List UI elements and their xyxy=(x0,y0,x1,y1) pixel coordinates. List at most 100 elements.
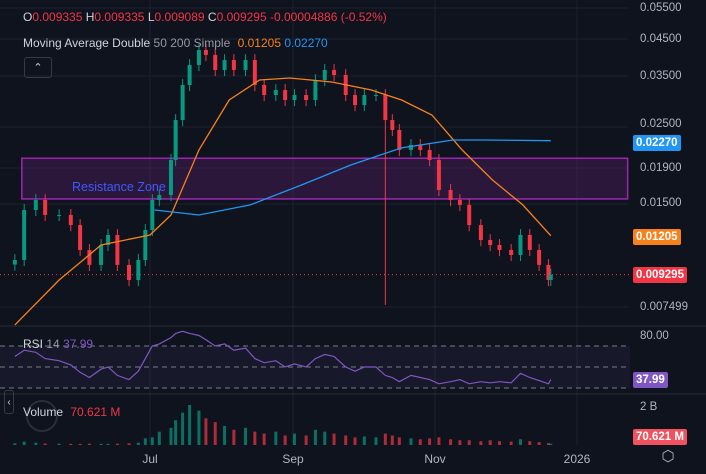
rsi-value: 37.99 xyxy=(63,337,94,351)
candle-body xyxy=(283,90,288,100)
candle-body xyxy=(292,95,297,100)
time-tick: Sep xyxy=(282,452,304,466)
candle-body xyxy=(436,159,441,190)
candle-body xyxy=(99,244,104,265)
volume-value: 70.621 M xyxy=(70,405,121,419)
volume-bar xyxy=(344,435,348,445)
ma-fast-price-tag: 0.01205 xyxy=(633,229,681,245)
ma-legend[interactable]: Moving Average Double 50 200 Simple 0.01… xyxy=(23,36,328,50)
volume-bar xyxy=(353,437,357,445)
volume-bar xyxy=(488,440,492,445)
candle-body xyxy=(231,60,236,70)
candle-body xyxy=(527,234,532,250)
candle-body xyxy=(488,240,493,245)
volume-bar xyxy=(106,443,110,445)
ohlc-legend: O0.009335 H0.009335 L0.009089 C0.009295 … xyxy=(23,10,387,24)
candle-body xyxy=(87,249,92,265)
time-tick: Jul xyxy=(142,452,158,466)
volume-bar xyxy=(274,431,278,445)
volume-bar xyxy=(204,418,208,445)
rsi-value-tag: 37.99 xyxy=(633,372,668,388)
close-label: C xyxy=(207,10,217,24)
candle-body xyxy=(203,49,208,55)
volume-bar xyxy=(232,429,236,445)
volume-bar xyxy=(292,433,296,445)
price-tick: 0.007499 xyxy=(640,301,688,313)
high-value: 0.009335 xyxy=(94,10,145,24)
volume-bar xyxy=(332,433,336,445)
volume-bar xyxy=(87,443,91,445)
volume-bar xyxy=(127,443,131,445)
volume-legend[interactable]: Volume 70.621 M xyxy=(23,405,120,419)
volume-bar xyxy=(223,425,227,445)
candle-body xyxy=(262,84,267,96)
price-tick: 0.02500 xyxy=(640,118,682,130)
low-label: L xyxy=(147,10,155,24)
time-tick: 2026 xyxy=(563,452,591,466)
candle-body xyxy=(478,225,483,241)
volume-value-tag: 70.621 M xyxy=(633,429,687,445)
candle-body xyxy=(427,150,432,160)
volume-bar xyxy=(69,443,73,445)
gear-icon[interactable]: ⬡ xyxy=(661,448,675,465)
volume-bar xyxy=(143,438,147,445)
low-value: 0.009089 xyxy=(154,10,205,24)
candle-body xyxy=(509,249,514,255)
volume-bar xyxy=(34,442,38,445)
candle-body xyxy=(362,95,367,106)
volume-bar xyxy=(57,443,61,445)
volume-bar xyxy=(362,436,366,445)
volume-bar xyxy=(304,435,308,445)
close-value: 0.009295 xyxy=(216,10,267,24)
volume-bar xyxy=(437,437,441,445)
indicator-name: Moving Average Double xyxy=(23,36,151,50)
price-tick: 0.01500 xyxy=(640,197,682,209)
ma-slow-price-tag: 0.02270 xyxy=(633,135,681,151)
ma-slow-line xyxy=(154,139,551,216)
candle-body xyxy=(448,189,453,201)
candle-body xyxy=(243,60,248,70)
volume-bar xyxy=(181,412,185,445)
volume-bar xyxy=(283,435,287,445)
volume-bar xyxy=(136,442,140,445)
volume-bar xyxy=(169,427,173,445)
volume-bar xyxy=(78,443,82,445)
volume-bar xyxy=(213,422,217,445)
price-tick: 0.01900 xyxy=(640,162,682,174)
candle-body xyxy=(518,234,523,255)
candle-body xyxy=(353,95,358,106)
resistance-zone-label: Resistance Zone xyxy=(72,180,166,194)
volume-bar xyxy=(13,443,17,445)
candle-body xyxy=(390,120,395,130)
candle-body xyxy=(546,264,551,281)
rsi-tick: 80.00 xyxy=(640,330,669,342)
candle-body xyxy=(304,95,309,100)
candle-body xyxy=(252,60,257,85)
candle-body xyxy=(397,129,402,151)
rsi-line xyxy=(14,330,552,385)
candle-body xyxy=(213,54,218,70)
volume-bar xyxy=(253,431,257,445)
collapse-legend-button[interactable]: ⌃ xyxy=(24,57,52,78)
candle-body xyxy=(467,204,472,226)
volume-bar xyxy=(479,441,483,445)
candle-body xyxy=(43,200,48,215)
volume-bar xyxy=(150,437,154,445)
candle-body xyxy=(383,95,388,121)
candle-body xyxy=(157,195,162,201)
volume-bar xyxy=(546,443,550,445)
ma-slow-value: 0.02270 xyxy=(284,36,328,50)
candle-body xyxy=(196,49,201,66)
volume-bar xyxy=(549,443,553,445)
price-tick: 0.04500 xyxy=(640,33,682,45)
candle-body xyxy=(313,80,318,100)
rsi-legend[interactable]: RSI 14 37.99 xyxy=(23,337,93,351)
candle-body xyxy=(136,260,141,281)
volume-bar xyxy=(537,442,541,445)
collapse-left-button[interactable]: ‹ xyxy=(4,390,14,414)
candle-body xyxy=(187,65,192,85)
volume-bar xyxy=(313,429,317,445)
chevron-up-icon: ⌃ xyxy=(33,62,43,74)
tradingview-logo[interactable] xyxy=(26,400,58,432)
